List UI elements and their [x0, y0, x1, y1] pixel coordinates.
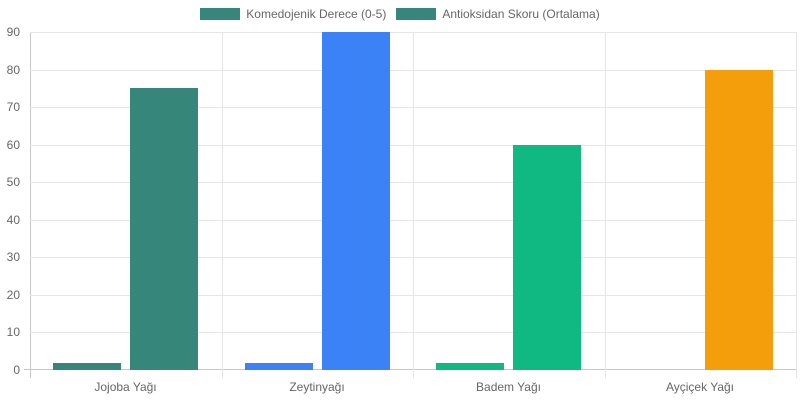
y-tick-label: 70 — [6, 100, 20, 115]
y-tick-label: 30 — [6, 250, 20, 265]
vertical-gridline — [796, 32, 797, 378]
chart-legend: Komedojenik Derece (0-5) Antioksidan Sko… — [0, 7, 800, 21]
legend-item-komedojenik[interactable]: Komedojenik Derece (0-5) — [200, 7, 386, 21]
x-tick-label: Badem Yağı — [476, 380, 541, 394]
bar[interactable] — [244, 362, 313, 370]
x-tick-label: Zeytinyağı — [289, 380, 345, 394]
x-axis — [24, 369, 796, 370]
vertical-gridline — [604, 32, 606, 378]
bar[interactable] — [513, 144, 582, 370]
legend-swatch — [396, 8, 437, 20]
bar[interactable] — [436, 362, 505, 370]
vertical-gridline — [413, 32, 414, 378]
bar[interactable] — [704, 69, 773, 370]
bar[interactable] — [321, 32, 390, 370]
y-tick-label: 20 — [6, 287, 20, 302]
legend-label: Antioksidan Skoru (Ortalama) — [442, 7, 600, 21]
y-tick-label: 90 — [6, 25, 20, 39]
legend-label: Komedojenik Derece (0-5) — [246, 7, 387, 21]
y-tick-label: 50 — [6, 175, 20, 190]
legend-swatch — [200, 8, 241, 20]
legend-item-antioksidan[interactable]: Antioksidan Skoru (Ortalama) — [396, 7, 600, 21]
y-tick-label: 60 — [6, 137, 20, 152]
y-tick-label: 0 — [13, 363, 20, 377]
bar[interactable] — [130, 88, 199, 370]
y-axis — [30, 32, 31, 378]
x-tick-label: Ayçiçek Yağı — [665, 380, 735, 394]
x-tick-label: Jojoba Yağı — [94, 380, 157, 394]
y-tick-label: 10 — [6, 325, 20, 340]
y-tick-label: 40 — [6, 212, 20, 227]
plot-area — [24, 32, 797, 378]
bar[interactable] — [53, 362, 122, 370]
vertical-gridline — [221, 32, 223, 378]
y-tick-label: 80 — [6, 62, 20, 77]
